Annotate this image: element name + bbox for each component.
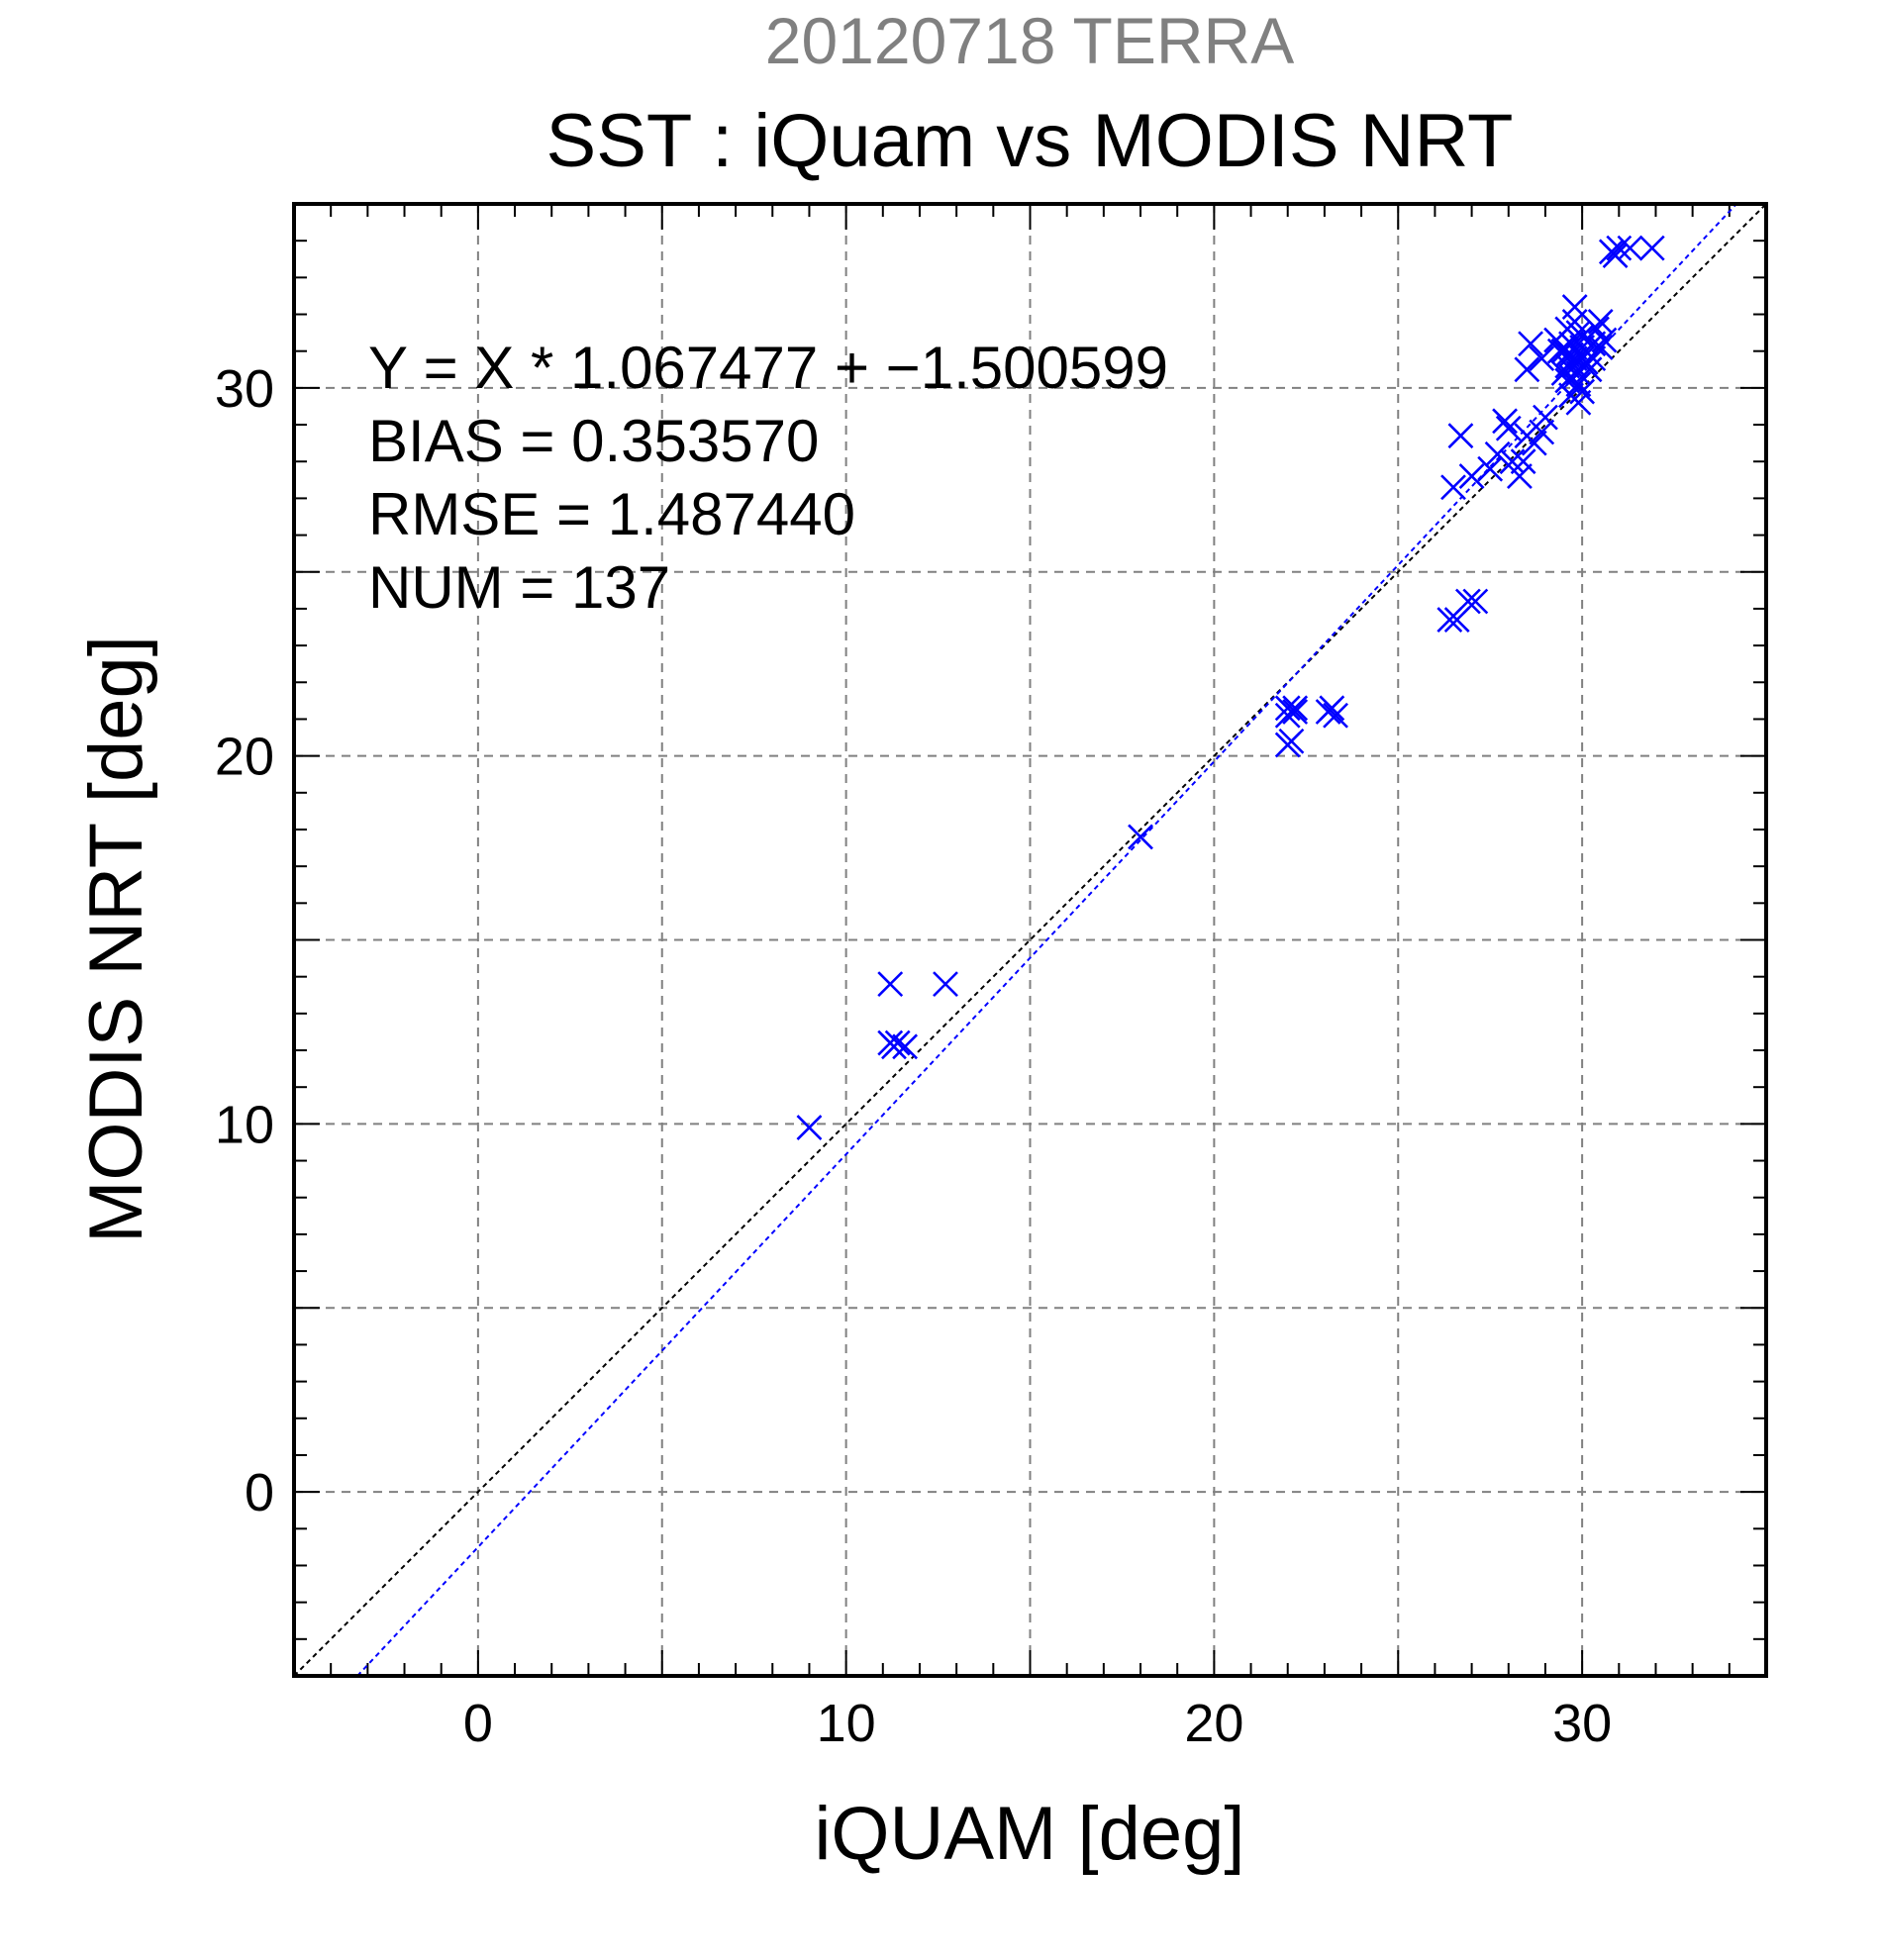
tick-labels: 0 10 20 30 0 10 20 30	[215, 359, 1612, 1753]
data-point	[1274, 732, 1301, 758]
data-point	[1569, 323, 1596, 349]
data-point	[1440, 474, 1466, 501]
data-point	[1521, 430, 1547, 456]
data-point	[1323, 702, 1348, 729]
grid	[294, 204, 1766, 1676]
num-value: NUM = 137	[368, 554, 670, 621]
data-point	[933, 971, 958, 998]
data-point	[1617, 235, 1643, 261]
data-point	[1282, 695, 1309, 722]
data-point	[796, 1115, 823, 1141]
data-point	[1518, 331, 1543, 357]
data-point	[877, 971, 904, 998]
x-tick-label: 10	[817, 1694, 876, 1753]
data-point	[1587, 309, 1614, 335]
data-point	[1587, 335, 1614, 360]
x-tick-label: 0	[463, 1694, 493, 1753]
data-point	[1606, 235, 1633, 261]
y-tick-label: 20	[215, 728, 274, 787]
data-point	[1484, 441, 1511, 467]
data-points	[796, 235, 1665, 1141]
data-point	[1499, 448, 1526, 475]
data-point	[1458, 463, 1485, 490]
data-point	[1561, 294, 1588, 321]
data-point	[1602, 243, 1629, 268]
rmse-value: RMSE = 1.487440	[368, 481, 855, 547]
y-tick-label: 0	[245, 1463, 274, 1522]
data-point	[1533, 404, 1558, 431]
data-point	[1591, 327, 1618, 353]
data-point	[1319, 695, 1345, 722]
data-point	[1477, 455, 1504, 482]
chart-title: SST : iQuam vs MODIS NRT	[546, 99, 1514, 183]
data-point	[1128, 824, 1153, 850]
data-point	[1495, 415, 1522, 441]
data-point	[1569, 378, 1596, 405]
data-point	[1561, 345, 1588, 372]
chart-subtitle: 20120718 TERRA	[765, 4, 1294, 77]
data-point	[1454, 588, 1481, 615]
data-point	[1282, 699, 1309, 725]
stats-block: Y = X * 1.067477 + −1.500599 BIAS = 0.35…	[368, 335, 1168, 621]
data-point	[1514, 356, 1540, 383]
fit-line	[356, 203, 1737, 1677]
data-point	[1529, 345, 1555, 372]
data-point	[1510, 448, 1536, 475]
data-point	[1492, 408, 1518, 435]
data-point	[1462, 588, 1489, 615]
x-tick-label: 20	[1184, 1694, 1243, 1753]
data-point	[1638, 235, 1665, 261]
x-axis-label: iQUAM [deg]	[814, 1792, 1244, 1876]
data-point	[892, 1033, 919, 1060]
reference-lines	[293, 203, 1767, 1677]
x-tick-label: 30	[1552, 1694, 1612, 1753]
plot-frame	[292, 202, 1768, 1678]
bias-value: BIAS = 0.353570	[368, 408, 819, 474]
fit-equation: Y = X * 1.067477 + −1.500599	[368, 335, 1168, 401]
y-tick-label: 30	[215, 359, 274, 419]
data-point	[1529, 419, 1555, 445]
data-point	[1447, 423, 1474, 449]
data-point	[1554, 367, 1581, 394]
y-tick-label: 10	[215, 1095, 274, 1154]
data-point	[1507, 463, 1533, 490]
y-axis-label: MODIS NRT [deg]	[74, 636, 158, 1243]
data-point	[1580, 345, 1607, 372]
data-point	[881, 1033, 907, 1060]
data-point	[1274, 695, 1301, 722]
